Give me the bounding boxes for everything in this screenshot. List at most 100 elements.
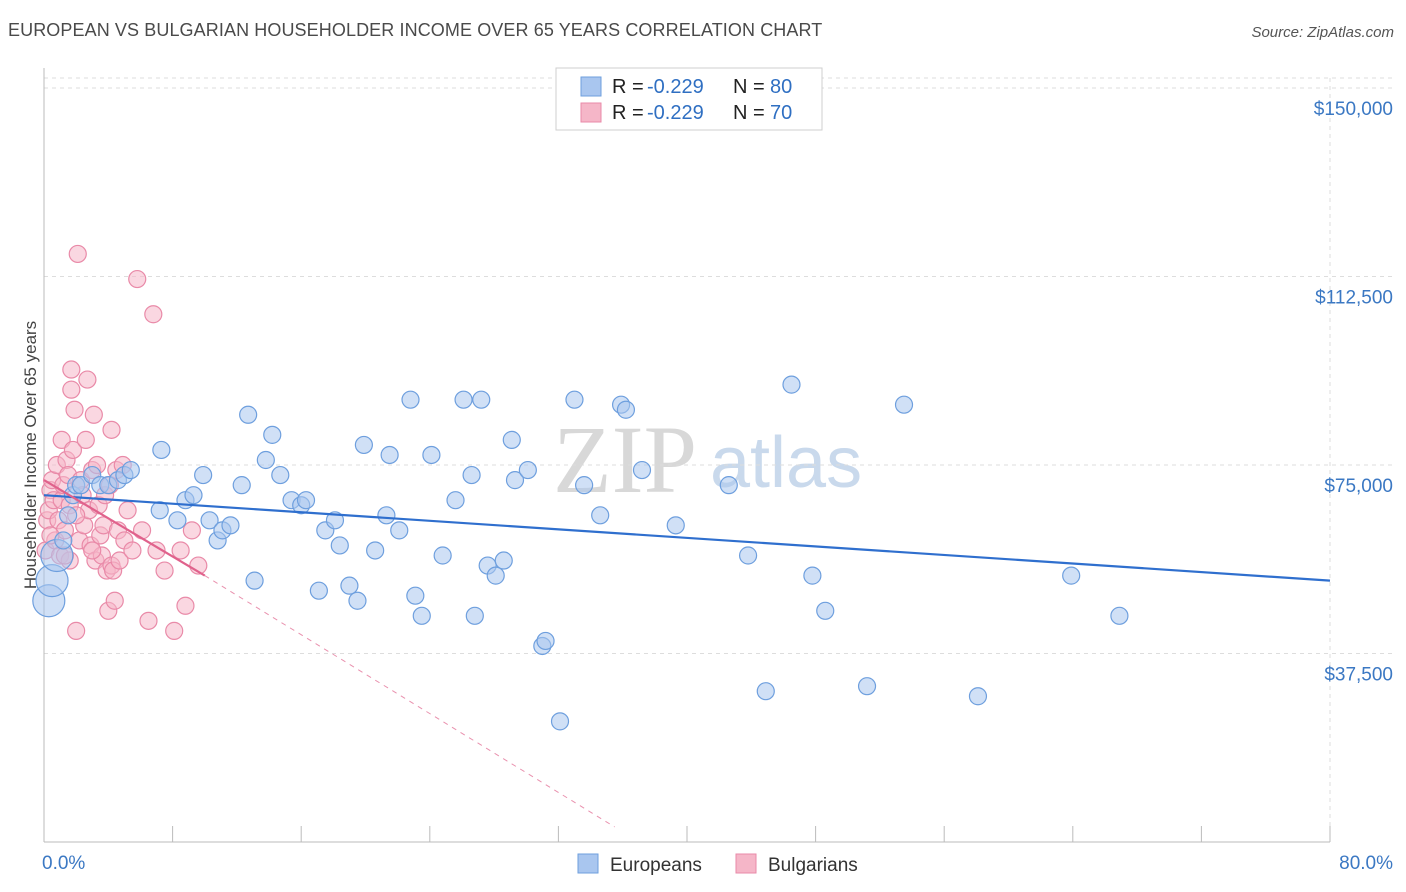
bulgarians-trend-line [43, 479, 206, 577]
bulgarians-point [102, 420, 121, 439]
bulgarians-point [105, 591, 124, 610]
europeans-point [168, 511, 187, 530]
europeans-point [591, 506, 610, 525]
y-tick-label: $75,000 [1324, 476, 1393, 497]
europeans-trend-line [43, 494, 1331, 582]
bulgarians-point [123, 541, 142, 560]
legend-n-label-1: N = [733, 76, 765, 98]
europeans-point [1062, 566, 1081, 585]
x-tick-label: 80.0% [1339, 853, 1393, 874]
legend-r-label-2: R = [612, 102, 644, 124]
legend-r-label-1: R = [612, 76, 644, 98]
legend-r-value-2: -0.229 [647, 102, 704, 124]
bottom-legend-bulgarians: Bulgarians [768, 855, 858, 876]
europeans-point [263, 425, 282, 444]
europeans-point [968, 687, 988, 706]
europeans-point [894, 395, 914, 414]
bulgarians-point [68, 244, 87, 264]
bulgarians-point [110, 551, 129, 570]
europeans-point [152, 440, 171, 460]
europeans-point [309, 581, 328, 600]
bulgarians-point [147, 541, 166, 560]
axes: $37,500 $75,000 $112,500 $150,000 0.0% 80.0% [42, 68, 1393, 874]
bulgarians-point [176, 596, 195, 615]
bulgarians-point [128, 269, 147, 289]
europeans-point [256, 450, 275, 470]
europeans-point [666, 516, 685, 535]
europeans-point [377, 506, 396, 525]
europeans-point [340, 576, 359, 595]
europeans-point [200, 511, 219, 530]
europeans-point [738, 546, 758, 565]
europeans-point [325, 511, 345, 530]
bulgarians-point [83, 541, 102, 560]
europeans-point [536, 631, 555, 651]
europeans-point [494, 551, 513, 570]
bottom-legend-europeans: Europeans [610, 855, 702, 876]
europeans-point [575, 476, 594, 495]
europeans-point [505, 471, 525, 490]
bottom-legend-swatch-europeans [577, 853, 599, 874]
legend-swatch-europeans [580, 76, 602, 97]
europeans-point [446, 491, 465, 510]
x-tick-label: 0.0% [42, 853, 85, 874]
legend-n-label-2: N = [733, 102, 765, 124]
watermark-zip: ZIP [553, 406, 697, 513]
europeans-point [616, 400, 636, 419]
europeans-point [390, 521, 409, 540]
chart-title: EUROPEAN VS BULGARIAN HOUSEHOLDER INCOME… [8, 20, 823, 40]
bulgarians-point [63, 440, 83, 460]
europeans-point [271, 465, 290, 485]
europeans-points [32, 375, 1129, 731]
europeans-point [245, 571, 264, 590]
europeans-point [121, 460, 140, 480]
y-tick-label: $112,500 [1315, 288, 1393, 309]
bulgarians-point [76, 430, 95, 449]
europeans-point [150, 501, 169, 520]
bulgarians-point [139, 611, 158, 630]
trend-lines [43, 479, 1331, 828]
europeans-point [486, 566, 505, 585]
bulgarians-point [155, 561, 174, 580]
europeans-point [54, 531, 73, 550]
bulgarians-point [62, 380, 81, 399]
europeans-point [857, 677, 877, 696]
europeans-point [719, 476, 738, 495]
europeans-point [803, 566, 822, 585]
bulgarians-point [67, 621, 86, 640]
europeans-point [221, 516, 240, 535]
europeans-point [632, 460, 652, 480]
bulgarians-trend-extension [204, 575, 615, 828]
europeans-point [232, 476, 251, 495]
europeans-point [454, 390, 473, 409]
europeans-point [756, 682, 775, 701]
legend-r-value-1: -0.229 [647, 76, 704, 98]
source-label: Source: ZipAtlas.com [1251, 24, 1394, 41]
europeans-point [366, 541, 385, 560]
y-axis-label: Householder Income Over 65 years [21, 321, 40, 589]
europeans-point [550, 712, 570, 731]
europeans-point [502, 430, 521, 449]
bulgarians-point [84, 405, 103, 424]
europeans-point [296, 491, 316, 510]
europeans-point [59, 506, 78, 525]
europeans-point [330, 536, 349, 555]
bulgarians-point [65, 400, 84, 419]
europeans-point [518, 460, 537, 480]
europeans-point [472, 390, 491, 409]
bulgarians-point [182, 521, 201, 540]
bulgarians-point [144, 305, 163, 324]
bulgarians-point [171, 541, 190, 560]
europeans-point [782, 375, 801, 394]
europeans-point [1110, 606, 1129, 625]
series-legend: Europeans Bulgarians [577, 853, 858, 876]
europeans-point [565, 390, 584, 409]
bulgarians-point [165, 621, 184, 640]
europeans-point [406, 586, 425, 605]
europeans-point [239, 405, 258, 424]
bulgarians-point [132, 521, 152, 540]
europeans-point [433, 546, 452, 565]
y-tick-label: $37,500 [1324, 665, 1393, 686]
europeans-point [354, 435, 373, 455]
